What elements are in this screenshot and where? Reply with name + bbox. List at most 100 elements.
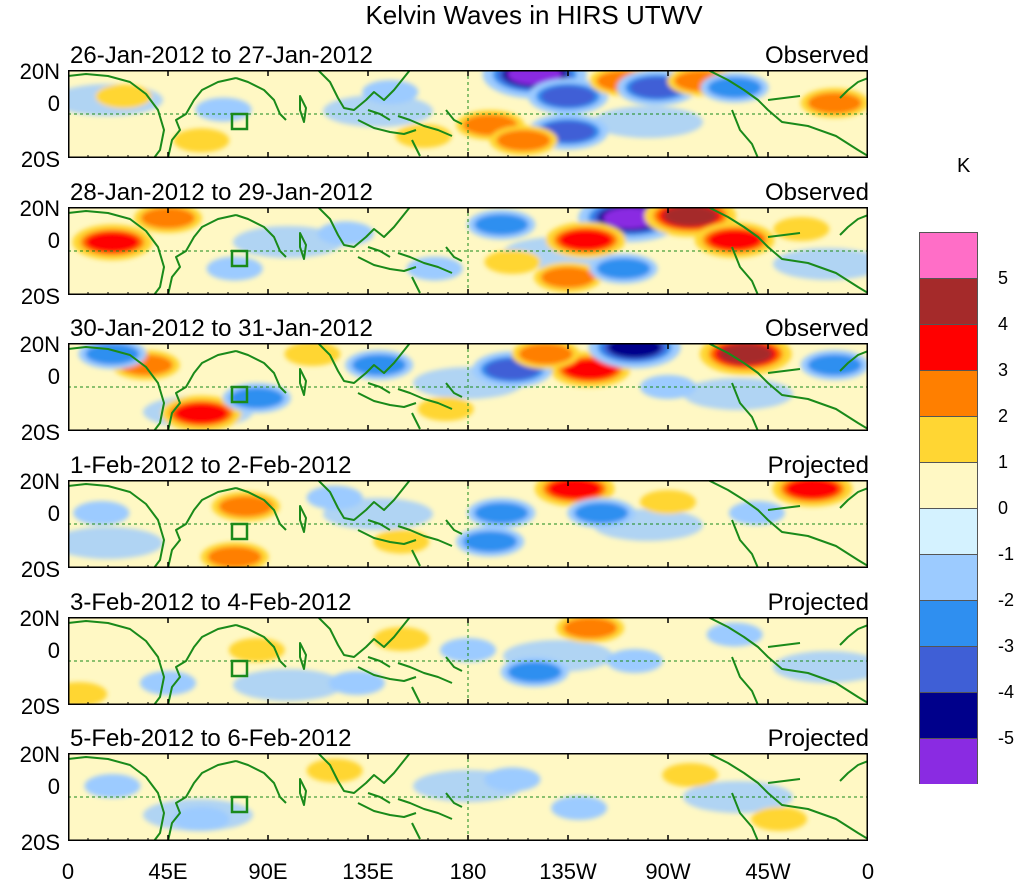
anomaly-level xyxy=(507,661,562,683)
anomaly-halo xyxy=(373,627,430,651)
coastline-path xyxy=(167,624,237,705)
panel-status: Projected xyxy=(767,589,869,616)
anomaly-halo xyxy=(706,622,763,647)
coastline-path xyxy=(317,753,411,794)
panel-frame xyxy=(68,70,868,158)
coastline-path xyxy=(68,620,165,705)
y-tick-label: 0 xyxy=(47,501,60,526)
y-tick-label: 20N xyxy=(19,606,60,631)
x-tick-label: 180 xyxy=(449,859,487,884)
coastline-path xyxy=(357,119,417,135)
coastline-path xyxy=(445,382,463,398)
coastline-path xyxy=(299,778,307,806)
anomaly-level xyxy=(496,129,551,151)
coastline-path xyxy=(317,617,411,658)
coastline-path xyxy=(299,95,307,123)
region-box xyxy=(230,385,249,404)
colorbar-label: -5 xyxy=(998,728,1015,748)
anomaly-level xyxy=(558,229,613,251)
map-panel xyxy=(68,753,868,841)
coastlines xyxy=(68,753,868,841)
y-tick-label: 20S xyxy=(20,420,60,445)
background-blob xyxy=(773,651,868,683)
anomaly-halo xyxy=(640,490,696,514)
colorbar-cell xyxy=(919,416,978,463)
coastline-path xyxy=(397,115,453,137)
background-blob xyxy=(233,669,343,701)
coastline-path xyxy=(167,214,237,295)
y-tick-label: 20N xyxy=(19,332,60,357)
coastline-path xyxy=(707,480,868,567)
chart-title: Kelvin Waves in HIRS UTWV xyxy=(365,0,703,30)
coastline-path xyxy=(68,73,165,158)
colorbar-cell xyxy=(919,370,978,417)
panel-frame xyxy=(68,753,868,841)
panel-period: 26-Jan-2012 to 27-Jan-2012 xyxy=(70,42,373,69)
coastline-path xyxy=(767,505,801,511)
anomaly-halo xyxy=(484,250,541,274)
panel-status: Observed xyxy=(764,315,869,342)
x-tick-label: 90W xyxy=(645,859,691,884)
coastline-path xyxy=(299,368,307,396)
colorbar-label: 1 xyxy=(998,452,1009,472)
coastline-path xyxy=(707,617,868,704)
anomaly-level xyxy=(541,266,595,288)
anomaly-halo xyxy=(373,529,430,554)
coastline-path xyxy=(68,346,165,431)
region-box xyxy=(230,112,249,131)
anomaly-halo xyxy=(68,682,108,705)
coastline-path xyxy=(445,246,463,262)
colorbar-cell xyxy=(919,462,978,509)
coastlines xyxy=(68,617,868,705)
anomaly-halo xyxy=(95,84,152,109)
anomaly-halo xyxy=(551,796,608,820)
coastline-path xyxy=(397,388,453,410)
coastline-path xyxy=(445,519,463,535)
map-svg xyxy=(68,207,868,295)
colorbar-label: 0 xyxy=(998,498,1009,518)
anomaly-level xyxy=(663,207,718,227)
panel-status: Projected xyxy=(767,452,869,479)
coastline-path xyxy=(411,412,421,430)
y-tick-label: 0 xyxy=(47,228,60,253)
panel-frame xyxy=(68,343,868,431)
panel-status: Observed xyxy=(764,42,869,69)
coastline-path xyxy=(411,822,421,840)
coastline-path xyxy=(411,276,421,294)
background-blob xyxy=(233,226,343,258)
anomaly-halo xyxy=(306,758,363,783)
coastline-path xyxy=(731,246,759,295)
coastline-path xyxy=(68,483,165,568)
anomaly-level xyxy=(563,358,618,380)
coastline-path xyxy=(235,760,287,804)
coastline-path xyxy=(317,70,411,111)
background-blob xyxy=(683,378,793,410)
anomaly-halo xyxy=(395,124,452,148)
anomaly-halo xyxy=(228,638,285,662)
coastline-path xyxy=(397,525,453,547)
x-tick-label: 135E xyxy=(342,859,394,884)
coastline-path xyxy=(317,343,411,384)
x-tick-label: 90E xyxy=(248,859,288,884)
x-tick-label: 135W xyxy=(539,859,597,884)
colorbar-cell xyxy=(919,278,978,325)
map-svg xyxy=(68,480,868,568)
anomaly-level xyxy=(547,480,602,500)
anomaly-halo xyxy=(484,767,541,792)
coastline-path xyxy=(839,760,868,782)
y-tick-label: 20S xyxy=(20,830,60,855)
anomaly-halo xyxy=(73,501,130,525)
coastline-path xyxy=(767,232,801,238)
y-tick-label: 0 xyxy=(47,774,60,799)
colorbar-unit: K xyxy=(957,155,971,177)
colorbar-cell xyxy=(919,600,978,647)
coastline-path xyxy=(839,487,868,509)
coastline-path xyxy=(167,77,237,158)
colorbar-label: -2 xyxy=(998,590,1015,610)
anomaly-halo xyxy=(84,774,141,798)
coastline-path xyxy=(839,624,868,646)
anomaly-halo xyxy=(284,343,341,366)
anomaly-halo xyxy=(140,671,196,695)
panel-status: Observed xyxy=(764,179,869,206)
coastline-path xyxy=(235,624,287,668)
